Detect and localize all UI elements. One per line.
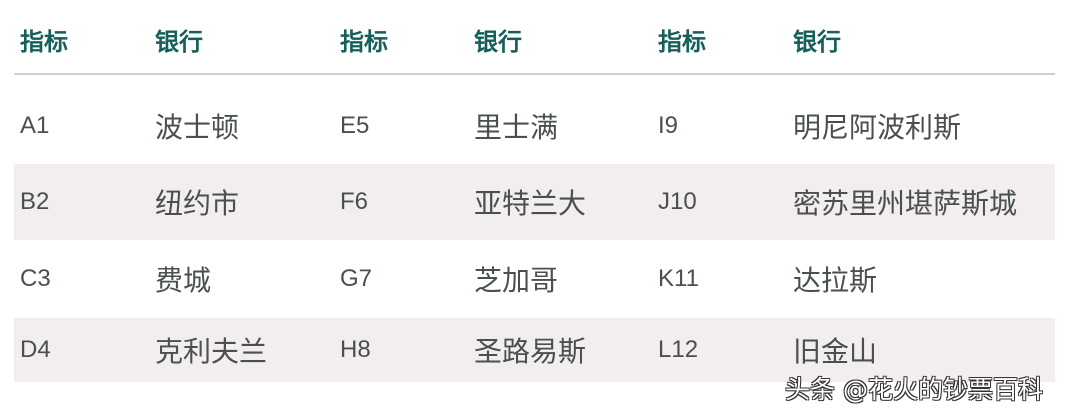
header-divider bbox=[14, 73, 1055, 75]
bank-cell: 费城 bbox=[155, 264, 212, 297]
column-header: 指标 bbox=[658, 28, 706, 56]
bank-cell: 纽约市 bbox=[155, 187, 240, 220]
bank-cell: 旧金山 bbox=[793, 335, 878, 368]
column-header: 银行 bbox=[474, 28, 522, 56]
code-cell: L12 bbox=[658, 336, 699, 363]
bank-cell: 芝加哥 bbox=[474, 264, 559, 297]
column-header: 银行 bbox=[155, 28, 203, 56]
column-header: 指标 bbox=[20, 28, 68, 56]
code-cell: A1 bbox=[20, 112, 50, 139]
code-cell: C3 bbox=[20, 265, 51, 292]
code-cell: D4 bbox=[20, 336, 51, 363]
bank-cell: 圣路易斯 bbox=[474, 335, 587, 368]
code-cell: J10 bbox=[658, 188, 697, 215]
bank-cell: 克利夫兰 bbox=[155, 335, 268, 368]
code-cell: K11 bbox=[658, 265, 699, 292]
code-cell: B2 bbox=[20, 188, 50, 215]
code-cell: F6 bbox=[340, 188, 369, 215]
table-row: A1 波士顿 E5 里士满 I9 明尼阿波利斯 bbox=[14, 88, 1055, 164]
table-row: C3 费城 G7 芝加哥 K11 达拉斯 bbox=[14, 240, 1055, 318]
code-cell: E5 bbox=[340, 112, 370, 139]
table-row: B2 纽约市 F6 亚特兰大 J10 密苏里州堪萨斯城 bbox=[14, 164, 1055, 240]
column-header: 指标 bbox=[340, 28, 388, 56]
code-cell: G7 bbox=[340, 265, 373, 292]
bank-cell: 达拉斯 bbox=[793, 264, 878, 297]
code-cell: H8 bbox=[340, 336, 371, 363]
bank-cell: 密苏里州堪萨斯城 bbox=[793, 187, 1018, 220]
bank-cell: 里士满 bbox=[474, 111, 559, 144]
bank-cell: 亚特兰大 bbox=[474, 187, 587, 220]
bank-cell: 明尼阿波利斯 bbox=[793, 111, 962, 144]
bank-cell: 波士顿 bbox=[155, 111, 240, 144]
watermark: 头条 @花火的钞票百科 bbox=[785, 375, 1043, 404]
column-header: 银行 bbox=[793, 28, 841, 56]
code-cell: I9 bbox=[658, 112, 679, 139]
table-row: D4 克利夫兰 H8 圣路易斯 L12 旧金山 bbox=[14, 318, 1055, 382]
